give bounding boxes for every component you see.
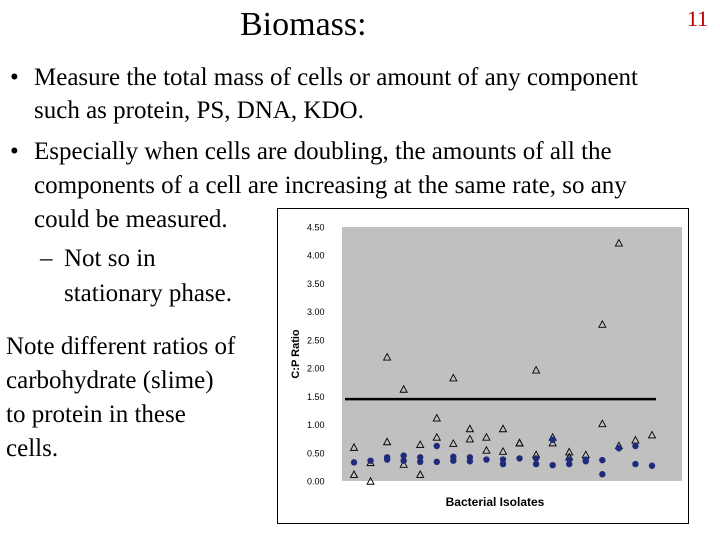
bullet-marker: • (10, 64, 19, 91)
circle-point (433, 458, 440, 466)
circle-point (466, 458, 474, 465)
triangle-point (432, 413, 442, 422)
triangle-point (465, 434, 475, 443)
circle-point (367, 457, 374, 464)
y-tick-label: 4.50 (307, 223, 325, 233)
y-tick-label: 2.00 (307, 364, 325, 374)
circle-point (383, 456, 391, 463)
y-tick-label: 0.00 (307, 477, 325, 487)
triangle-point (349, 470, 359, 478)
circle-point (549, 436, 556, 443)
triangle-point (382, 352, 392, 361)
data-points (349, 238, 657, 485)
y-tick-label: 1.50 (307, 392, 325, 402)
triangle-point (399, 459, 408, 468)
triangle-point (399, 384, 408, 393)
circle-point (532, 460, 540, 468)
y-tick-label: 1.00 (307, 420, 325, 430)
y-tick-label: 4.00 (307, 251, 325, 261)
circle-point (400, 452, 407, 459)
slide-title: Biomass: (240, 6, 367, 43)
note-text: Note different ratios of carbohydrate (s… (6, 330, 235, 466)
circle-point (615, 445, 623, 452)
triangle-point (415, 470, 425, 478)
circle-point (648, 462, 656, 469)
circle-point (499, 460, 507, 468)
circle-point (400, 457, 407, 464)
circle-point (582, 458, 589, 465)
circle-point (549, 461, 556, 469)
plot-area (342, 227, 682, 481)
y-axis-ticks: 0.00 0.50 1.00 1.50 2.00 2.50 3.00 3.50 4.00 4.50 (307, 223, 325, 487)
x-axis-label: Bacterial Isolates (446, 495, 545, 509)
triangle-point (614, 238, 624, 247)
triangle-point (465, 424, 475, 433)
bullet-text: components of a cell are increasing at t… (34, 172, 627, 199)
circle-point (599, 471, 606, 478)
scatter-chart: 0.00 0.50 1.00 1.50 2.00 2.50 3.00 3.50 4.00 4.50… (277, 208, 689, 524)
triangle-point (548, 438, 557, 447)
y-tick-label: 3.00 (307, 307, 325, 317)
slide-number: 11 (687, 6, 709, 31)
circle-point (532, 455, 540, 462)
triangle-point (564, 447, 574, 456)
y-tick-label: 2.50 (307, 335, 325, 345)
circle-point (450, 457, 457, 464)
bullet-text: such as protein, PS, DNA, KDO. (34, 97, 364, 124)
circle-point (417, 458, 424, 466)
circle-point (632, 442, 639, 450)
y-axis-label: C:P Ratio (290, 329, 302, 379)
circle-point (599, 456, 606, 464)
triangle-point (647, 430, 657, 439)
triangle-point (449, 438, 458, 447)
triangle-point (349, 442, 359, 451)
bullet-text: Measure the total mass of cells or amoun… (34, 64, 639, 91)
triangle-point (598, 419, 607, 428)
triangle-point (531, 365, 541, 374)
triangle-point (515, 438, 524, 447)
circle-point (566, 456, 573, 463)
triangle-point (482, 445, 491, 454)
triangle-point (498, 446, 508, 455)
circle-point (632, 460, 639, 468)
circle-point (566, 460, 573, 468)
triangle-point (598, 319, 607, 328)
bullet-text: Not so in (64, 245, 156, 272)
triangle-point (482, 432, 491, 441)
bullet-text: stationary phase. (64, 280, 233, 307)
note-line: carbohydrate (slime) (6, 367, 214, 394)
triangle-point (498, 424, 508, 433)
triangle-point (449, 373, 458, 382)
bullet-marker: – (40, 245, 53, 272)
bullet-text: Especially when cells are doubling, the … (34, 138, 612, 165)
y-tick-label: 0.50 (307, 448, 325, 458)
note-line: cells. (6, 435, 59, 462)
circle-point (417, 454, 424, 461)
circle-point (516, 455, 523, 462)
y-tick-label: 3.50 (307, 279, 325, 289)
circle-point (483, 456, 490, 463)
bullet-text: could be measured. (34, 206, 228, 233)
note-line: Note different ratios of (6, 333, 236, 360)
circle-point (433, 442, 440, 450)
circle-point (350, 459, 358, 466)
note-line: to protein in these (6, 401, 186, 428)
circle-point (499, 456, 507, 463)
triangle-point (382, 437, 392, 446)
bullet-marker: • (10, 138, 19, 165)
triangle-point (415, 440, 425, 449)
triangle-point (366, 476, 375, 485)
triangle-point (432, 432, 442, 441)
